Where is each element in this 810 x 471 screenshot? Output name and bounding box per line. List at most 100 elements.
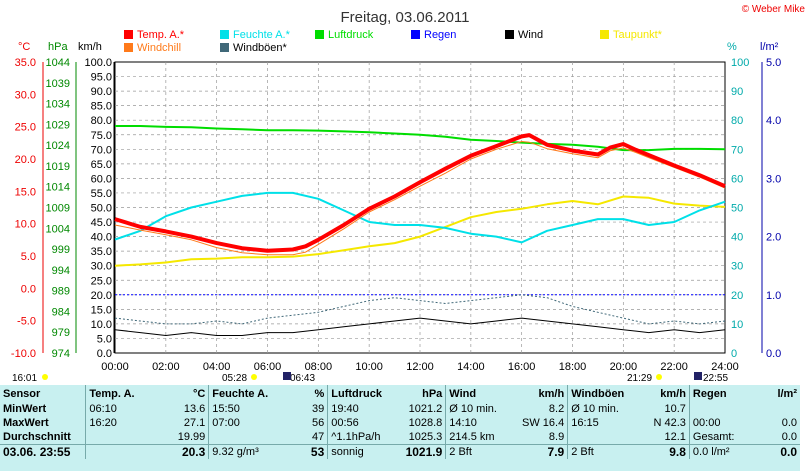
table-cell: 56 xyxy=(312,417,325,429)
table-cell: 20.3 xyxy=(172,444,209,459)
x-tick-label: 02:00 xyxy=(152,361,180,373)
pct-tick-label: 90 xyxy=(731,86,743,98)
table-cell: ^1.1hPa/h xyxy=(327,430,396,445)
legend-label: Wind xyxy=(518,29,543,41)
legend: Temp. A.* Feuchte A.* Luftdruck Regen Wind Ta… xyxy=(124,29,663,54)
weather-chart: Freitag, 03.06.2011 © Weber Mike Temp. A… xyxy=(11,4,806,384)
chart-title: Freitag, 03.06.2011 xyxy=(341,9,470,26)
temp-tick-label: 35.0 xyxy=(15,57,36,69)
kmh-tick-label: 20.0 xyxy=(91,290,112,302)
series-line-wind xyxy=(114,317,726,336)
table-cell: 0.0 l/m² xyxy=(688,444,755,459)
hpa-tick-label: 1034 xyxy=(46,99,70,111)
table-cell: 7.9 xyxy=(511,444,568,459)
kmh-tick-label: 75.0 xyxy=(91,130,112,142)
rain-tick-label: 3.0 xyxy=(766,173,781,185)
table-cell: 27.1 xyxy=(183,417,206,429)
table-cell: 03.06. 23:55 xyxy=(0,444,86,459)
x-tick-label: 16:00 xyxy=(508,361,536,373)
series-line-windchill xyxy=(114,141,726,256)
table-cell: 07:00 xyxy=(208,416,295,430)
table-cell: 19.99 xyxy=(177,431,206,443)
x-tick-label: 18:00 xyxy=(559,361,587,373)
hpa-tick-label: 1024 xyxy=(46,140,70,152)
table-row: MinWert 06:10 13.6 15:50 39 19:40 1021.2… xyxy=(0,402,800,416)
table-cell: sonnig xyxy=(327,444,396,459)
table-cell: 9.32 g/m³ xyxy=(208,444,295,459)
col-header: km/h xyxy=(660,387,686,400)
kmh-tick-label: 10.0 xyxy=(91,319,112,331)
table-cell: N 42.3 xyxy=(653,417,686,429)
hpa-tick-label: 989 xyxy=(52,286,70,298)
temp-tick-label: 0.0 xyxy=(21,283,36,295)
hpa-tick-label: 994 xyxy=(52,265,70,277)
rain-tick-label: 2.0 xyxy=(766,232,781,244)
pct-tick-label: 10 xyxy=(731,319,743,331)
temp-tick-label: 5.0 xyxy=(21,251,36,263)
hpa-tick-label: 979 xyxy=(52,327,70,339)
series-lines xyxy=(114,125,726,336)
col-header: hPa xyxy=(422,387,443,400)
table-cell: 2 Bft xyxy=(567,444,634,459)
temp-tick-label: 25.0 xyxy=(15,122,36,134)
hpa-tick-label: 974 xyxy=(52,348,70,360)
table-row: MaxWert 16:20 27.1 07:00 56 00:56 1028.8… xyxy=(0,416,800,430)
legend-swatch xyxy=(124,43,133,52)
col-header: Temp. A. xyxy=(85,385,173,402)
kmh-tick-label: 35.0 xyxy=(91,246,112,258)
kmh-tick-label: 0.0 xyxy=(97,348,112,360)
table-cell: 14:10 xyxy=(445,416,512,430)
legend-swatch xyxy=(505,30,514,39)
legend-swatch xyxy=(220,43,229,52)
table-cell xyxy=(567,430,634,445)
kmh-tick-label: 15.0 xyxy=(91,304,112,316)
kmh-tick-label: 45.0 xyxy=(91,217,112,229)
table-cell: MinWert xyxy=(3,403,47,415)
sun-icon xyxy=(656,374,662,380)
table-cell: 12.1 xyxy=(664,431,686,443)
table-cell: Gesamt: xyxy=(688,430,755,445)
axis-units: °C hPa km/h % l/m² xyxy=(18,41,779,53)
table-cell: 1025.3 xyxy=(408,431,443,443)
table-cell: 214.5 km xyxy=(445,430,512,445)
col-header: Wind xyxy=(445,385,512,402)
series-line-windböen xyxy=(114,294,726,325)
col-header: Feuchte A. xyxy=(208,385,295,402)
x-tick-label: 20:00 xyxy=(610,361,638,373)
table-cell: 47 xyxy=(312,431,325,443)
hpa-tick-label: 1039 xyxy=(46,78,70,90)
table-cell: Ø 10 min. xyxy=(567,402,634,416)
pct-unit: % xyxy=(727,41,737,53)
table-cell: 8.9 xyxy=(548,431,565,443)
table-cell: 10.7 xyxy=(664,403,686,415)
sun-times: 16:01 05:28 06:43 21:29 22:55 xyxy=(12,372,728,384)
hpa-unit: hPa xyxy=(48,41,68,53)
pct-tick-label: 40 xyxy=(731,232,743,244)
table-cell: MaxWert xyxy=(3,417,49,429)
kmh-tick-label: 65.0 xyxy=(91,159,112,171)
table-cell xyxy=(208,430,295,445)
pct-tick-label: 60 xyxy=(731,173,743,185)
hpa-tick-label: 1014 xyxy=(46,182,70,194)
legend-swatch xyxy=(220,30,229,39)
x-tick-label: 24:00 xyxy=(711,361,739,373)
pct-tick-label: 70 xyxy=(731,144,743,156)
rain-unit: l/m² xyxy=(760,41,779,53)
table-cell: 16:20 xyxy=(85,416,173,430)
temp-tick-label: 15.0 xyxy=(15,186,36,198)
table-cell: 0.0 xyxy=(754,444,800,459)
table-cell: Ø 10 min. xyxy=(445,402,512,416)
x-tick-label: 14:00 xyxy=(457,361,485,373)
col-header: Regen xyxy=(688,385,755,402)
kmh-tick-label: 70.0 xyxy=(91,144,112,156)
kmh-tick-label: 55.0 xyxy=(91,188,112,200)
hpa-tick-label: 1004 xyxy=(46,223,70,235)
stats-table-panel: Sensor Temp. A. °C Feuchte A. % Luftdruc… xyxy=(0,385,800,471)
table-cell: 15:50 xyxy=(208,402,295,416)
sun-time-5: 22:55 xyxy=(703,373,728,384)
legend-swatch xyxy=(600,30,609,39)
series-line-taupunkt xyxy=(114,195,726,267)
table-row: Durchschnitt 19.99 47 ^1.1hPa/h 1025.3 2… xyxy=(0,430,800,445)
table-header-row: Sensor Temp. A. °C Feuchte A. % Luftdruc… xyxy=(0,385,800,402)
temp-tick-label: 30.0 xyxy=(15,89,36,101)
